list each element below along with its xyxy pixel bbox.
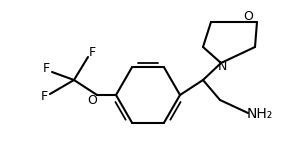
Text: N: N [217, 61, 227, 73]
Text: O: O [87, 94, 97, 107]
Text: F: F [41, 89, 48, 103]
Text: O: O [243, 10, 253, 24]
Text: F: F [88, 46, 95, 58]
Text: NH₂: NH₂ [247, 107, 273, 121]
Text: F: F [42, 63, 49, 76]
